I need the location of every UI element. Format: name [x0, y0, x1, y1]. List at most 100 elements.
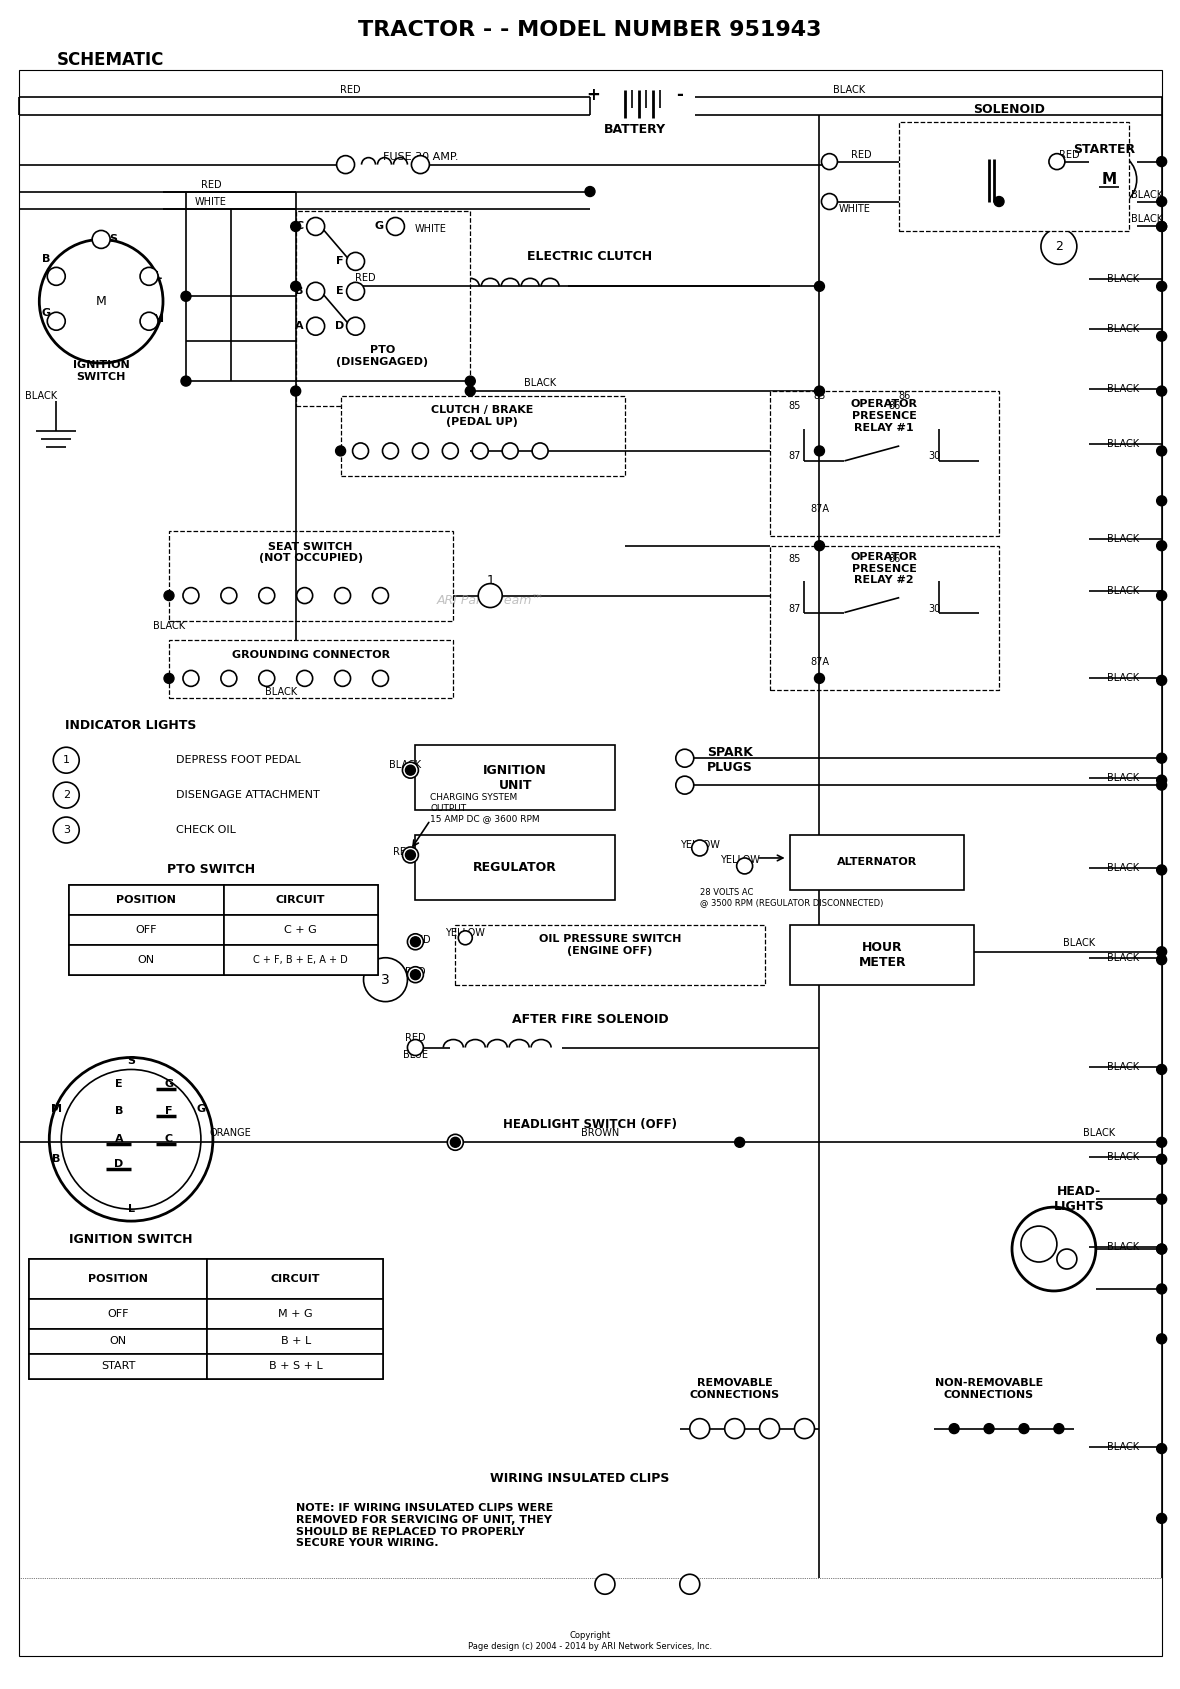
Text: IGNITION
SWITCH: IGNITION SWITCH — [73, 360, 130, 382]
Circle shape — [183, 671, 199, 686]
Bar — [789, 834, 964, 890]
Text: BLACK: BLACK — [1107, 439, 1139, 449]
Text: BLACK: BLACK — [1107, 774, 1139, 784]
Circle shape — [1156, 540, 1167, 551]
Circle shape — [296, 671, 313, 686]
Circle shape — [814, 446, 825, 456]
Circle shape — [181, 377, 191, 387]
Circle shape — [735, 1137, 745, 1147]
Circle shape — [814, 387, 825, 395]
Text: RED: RED — [1058, 150, 1080, 160]
Text: G: G — [196, 1105, 205, 1115]
Text: D: D — [114, 1159, 124, 1169]
Circle shape — [47, 312, 65, 331]
Text: D: D — [335, 321, 345, 331]
Circle shape — [181, 291, 191, 301]
Text: HEAD-
LIGHTS: HEAD- LIGHTS — [1054, 1186, 1104, 1213]
Text: 30: 30 — [927, 451, 940, 461]
Text: S: S — [127, 1057, 135, 1066]
Circle shape — [347, 318, 365, 334]
Text: 86: 86 — [898, 392, 911, 400]
Circle shape — [307, 218, 324, 235]
Circle shape — [413, 443, 428, 459]
Text: REMOVABLE
CONNECTIONS: REMOVABLE CONNECTIONS — [689, 1378, 780, 1400]
Text: 3: 3 — [381, 973, 389, 986]
Circle shape — [1156, 497, 1167, 505]
Circle shape — [725, 1419, 745, 1439]
Bar — [206, 1258, 384, 1299]
Circle shape — [1049, 154, 1064, 169]
Circle shape — [290, 282, 301, 291]
Text: OPERATOR
PRESENCE
RELAY #1: OPERATOR PRESENCE RELAY #1 — [851, 399, 918, 432]
Text: BLACK: BLACK — [524, 378, 556, 388]
Bar — [224, 915, 379, 944]
Circle shape — [1156, 387, 1167, 395]
Bar — [769, 392, 999, 535]
Text: YELLOW: YELLOW — [720, 855, 760, 865]
Bar — [30, 1258, 384, 1378]
Circle shape — [411, 969, 420, 980]
Text: BLACK: BLACK — [153, 620, 185, 630]
Text: OFF: OFF — [107, 1309, 129, 1319]
Text: SCHEMATIC: SCHEMATIC — [57, 51, 164, 69]
Text: RED: RED — [355, 274, 376, 284]
Circle shape — [1156, 775, 1167, 785]
Circle shape — [1156, 446, 1167, 456]
Circle shape — [373, 671, 388, 686]
Text: START: START — [101, 1361, 136, 1371]
Circle shape — [164, 591, 173, 601]
Circle shape — [1156, 780, 1167, 790]
Circle shape — [680, 1574, 700, 1594]
Text: BLACK: BLACK — [25, 392, 58, 400]
Text: B + L: B + L — [281, 1336, 310, 1346]
Circle shape — [814, 540, 825, 551]
Text: OIL PRESSURE SWITCH
(ENGINE OFF): OIL PRESSURE SWITCH (ENGINE OFF) — [539, 934, 681, 956]
Circle shape — [794, 1419, 814, 1439]
Text: DEPRESS FOOT PEDAL: DEPRESS FOOT PEDAL — [176, 755, 301, 765]
Text: B + S + L: B + S + L — [269, 1361, 322, 1371]
Text: 85: 85 — [788, 400, 801, 410]
Text: B: B — [52, 1154, 60, 1164]
Circle shape — [532, 443, 548, 459]
Text: RED: RED — [851, 150, 872, 160]
Circle shape — [411, 937, 420, 948]
Text: NOTE: IF WIRING INSULATED CLIPS WERE
REMOVED FOR SERVICING OF UNIT, THEY
SHOULD : NOTE: IF WIRING INSULATED CLIPS WERE REM… — [296, 1503, 553, 1549]
Circle shape — [296, 588, 313, 603]
Text: WIRING INSULATED CLIPS: WIRING INSULATED CLIPS — [491, 1473, 670, 1485]
Text: BLACK: BLACK — [1107, 953, 1139, 963]
Text: DISENGAGE ATTACHMENT: DISENGAGE ATTACHMENT — [176, 790, 320, 801]
Circle shape — [402, 846, 419, 863]
Text: 1: 1 — [486, 574, 494, 588]
Bar — [30, 1329, 206, 1355]
Circle shape — [447, 1135, 464, 1150]
Circle shape — [1156, 331, 1167, 341]
Circle shape — [949, 1424, 959, 1434]
Circle shape — [221, 671, 237, 686]
Text: C + G: C + G — [284, 926, 317, 934]
Circle shape — [760, 1419, 780, 1439]
Text: BLACK: BLACK — [389, 760, 421, 770]
Text: BLACK: BLACK — [1107, 1152, 1139, 1162]
Circle shape — [478, 584, 503, 608]
Circle shape — [353, 443, 368, 459]
Bar — [769, 546, 999, 691]
Circle shape — [1156, 954, 1167, 964]
Circle shape — [1156, 1154, 1167, 1164]
Text: SOLENOID: SOLENOID — [974, 103, 1045, 117]
Text: M: M — [51, 1105, 61, 1115]
Text: M: M — [1101, 172, 1116, 187]
Circle shape — [1156, 221, 1167, 231]
Circle shape — [382, 443, 399, 459]
Circle shape — [347, 282, 365, 301]
Text: WHITE: WHITE — [414, 225, 446, 235]
Text: POSITION: POSITION — [88, 1274, 148, 1284]
Text: +: + — [586, 86, 599, 103]
Text: GROUNDING CONNECTOR: GROUNDING CONNECTOR — [231, 650, 389, 660]
Text: BLACK: BLACK — [833, 84, 865, 95]
Text: NON-REMOVABLE
CONNECTIONS: NON-REMOVABLE CONNECTIONS — [935, 1378, 1043, 1400]
Circle shape — [140, 267, 158, 285]
Text: G: G — [41, 309, 51, 318]
Circle shape — [335, 588, 350, 603]
Circle shape — [1156, 753, 1167, 763]
Text: 28 VOLTS AC
@ 3500 RPM (REGULATOR DISCONNECTED): 28 VOLTS AC @ 3500 RPM (REGULATOR DISCON… — [700, 888, 883, 907]
